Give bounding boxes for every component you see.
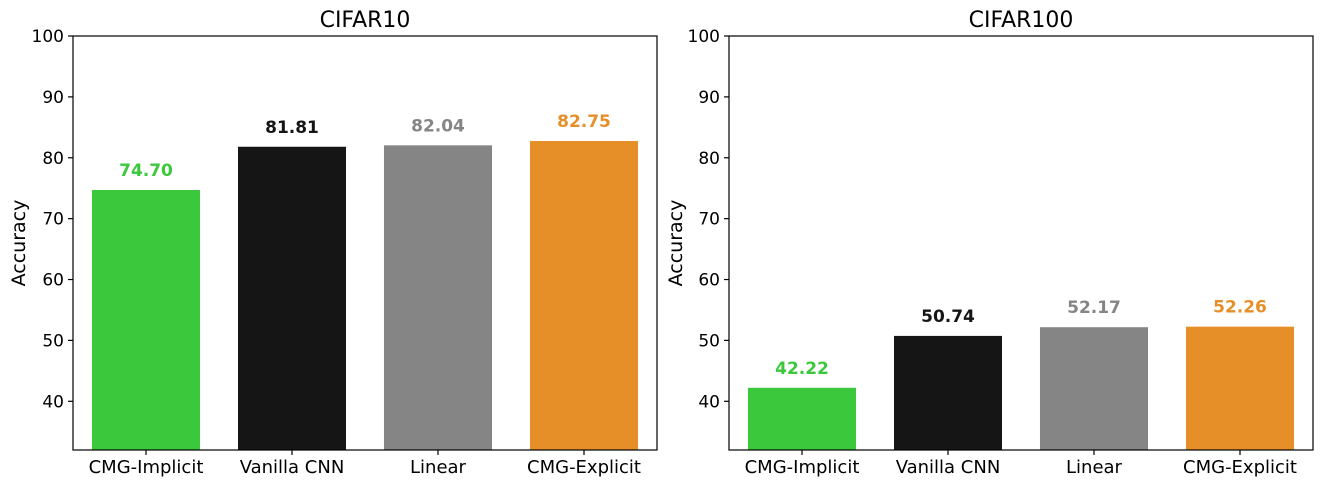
y-tick-label: 40: [42, 392, 64, 412]
y-tick-label: 100: [32, 27, 64, 47]
value-label: 52.26: [1213, 298, 1267, 318]
value-label: 52.17: [1067, 298, 1121, 318]
y-tick-label: 80: [42, 149, 64, 169]
bar-cmg-implicit: [747, 387, 857, 450]
value-label: 74.70: [119, 161, 173, 181]
bar-cmg-implicit: [91, 190, 201, 450]
x-tick-label: Vanilla CNN: [240, 457, 345, 478]
y-tick-label: 70: [42, 210, 64, 230]
chart-panel-cifar100: 42.22 CMG-Implicit 50.74 Vanilla CNN 52.17 Li…: [665, 8, 1314, 478]
x-tick-label: CMG-Implicit: [745, 457, 860, 478]
x-tick-label: CMG-Explicit: [527, 457, 641, 478]
y-axis-label: Accuracy: [8, 200, 30, 287]
bar-vanilla-cnn: [893, 335, 1003, 450]
y-axis-label: Accuracy: [665, 200, 687, 287]
y-tick-label: 90: [698, 88, 720, 108]
plot-frame: [728, 35, 1314, 451]
y-tick-label: 60: [698, 271, 720, 291]
value-label: 50.74: [921, 307, 975, 327]
bar-vanilla-cnn: [237, 146, 347, 450]
chart-title: CIFAR10: [320, 8, 411, 33]
chart-panel-cifar10: 74.70 CMG-Implicit 81.81 Vanilla CNN 82.04 Li…: [8, 8, 658, 478]
plot-frame: [72, 35, 658, 451]
x-tick-label: Vanilla CNN: [896, 457, 1001, 478]
x-tick-label: CMG-Implicit: [89, 457, 204, 478]
value-label: 42.22: [775, 359, 829, 379]
bar-cmg-explicit: [1185, 326, 1295, 450]
y-tick-label: 70: [698, 210, 720, 230]
x-tick-label: CMG-Explicit: [1183, 457, 1297, 478]
value-label: 82.04: [411, 116, 465, 136]
y-tick-label: 50: [42, 331, 64, 351]
bar-linear: [383, 145, 493, 450]
x-tick-label: Linear: [410, 457, 467, 478]
value-label: 81.81: [265, 118, 319, 138]
chart-title: CIFAR100: [969, 8, 1074, 33]
bar-linear: [1039, 327, 1149, 450]
y-tick-label: 80: [698, 149, 720, 169]
y-tick-label: 100: [688, 27, 720, 47]
y-tick-label: 50: [698, 331, 720, 351]
y-tick-label: 90: [42, 88, 64, 108]
value-label: 82.75: [557, 112, 611, 132]
y-tick-label: 40: [698, 392, 720, 412]
y-tick-label: 60: [42, 271, 64, 291]
bar-cmg-explicit: [529, 141, 639, 450]
x-tick-label: Linear: [1066, 457, 1123, 478]
